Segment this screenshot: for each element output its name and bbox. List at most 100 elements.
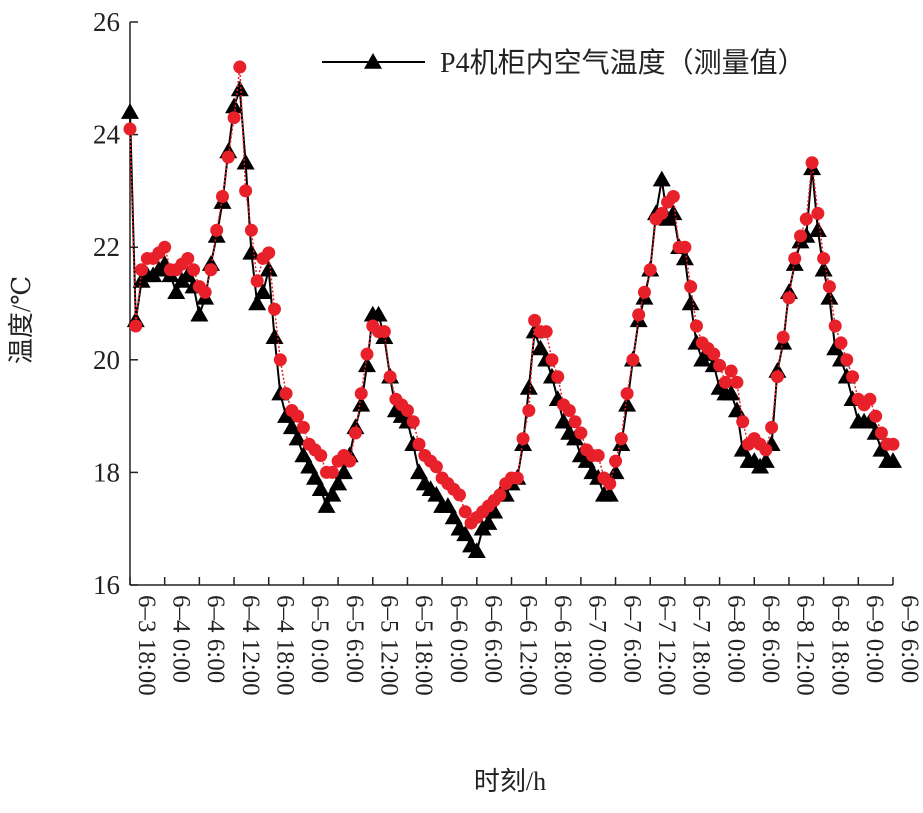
data-point	[167, 283, 186, 299]
data-point	[566, 429, 585, 446]
data-point	[253, 283, 272, 299]
data-point	[288, 429, 307, 446]
data-point	[225, 97, 244, 114]
data-point	[493, 488, 507, 502]
data-point	[429, 460, 443, 474]
data-point	[329, 474, 348, 491]
data-point	[652, 170, 671, 187]
data-point	[135, 263, 149, 277]
data-point	[539, 325, 553, 339]
data-point	[187, 263, 201, 277]
data-point	[655, 206, 669, 220]
x-tick-label: 6–5 6:00	[341, 595, 368, 683]
data-point	[846, 370, 860, 384]
data-point	[736, 415, 750, 429]
data-point	[311, 480, 330, 497]
data-point	[730, 375, 744, 389]
data-point	[265, 328, 284, 345]
data-point	[357, 356, 376, 373]
data-point	[874, 426, 888, 440]
data-point	[522, 403, 536, 417]
data-point	[121, 103, 139, 119]
x-tick-label: 6–5 0:00	[306, 595, 333, 683]
x-tick-label: 6–6 12:00	[514, 595, 541, 696]
data-point	[727, 401, 746, 418]
x-axis-label: 时刻/h	[474, 767, 546, 796]
data-point	[554, 412, 573, 429]
data-point	[305, 469, 324, 485]
x-tick-label: 6–7 18:00	[688, 595, 715, 696]
data-point	[323, 485, 342, 502]
data-point	[626, 353, 640, 367]
data-point	[250, 274, 264, 288]
data-point	[510, 471, 524, 485]
x-tick-label: 6–9 0:00	[861, 595, 888, 683]
y-tick-label: 22	[93, 232, 120, 262]
data-point	[244, 223, 258, 237]
data-point	[545, 353, 559, 367]
x-tick-label: 6–4 12:00	[237, 595, 264, 696]
data-point	[884, 452, 902, 468]
data-point	[603, 477, 617, 491]
y-tick-label: 26	[93, 7, 120, 37]
data-point	[808, 221, 827, 238]
data-point	[181, 251, 195, 265]
data-point	[452, 488, 466, 502]
data-point	[400, 403, 414, 417]
x-tick-label: 6–6 0:00	[445, 595, 472, 683]
data-point	[343, 454, 357, 468]
data-point	[528, 313, 542, 327]
data-point	[242, 243, 261, 260]
y-tick-label: 16	[93, 570, 120, 600]
data-point	[427, 485, 446, 502]
x-tick-label: 6–8 18:00	[826, 595, 853, 696]
x-tick-label: 6–5 18:00	[410, 595, 437, 696]
data-point	[722, 384, 741, 401]
legend-label: P4机柜内空气温度（测量值）	[440, 47, 806, 79]
data-point	[765, 420, 779, 434]
data-point	[262, 246, 276, 260]
data-point	[840, 353, 854, 367]
data-point	[707, 347, 721, 361]
y-tick-label: 24	[93, 120, 121, 150]
data-point	[869, 409, 883, 423]
data-point	[221, 150, 235, 164]
data-point	[733, 440, 752, 457]
data-point	[531, 339, 550, 356]
data-point	[606, 463, 625, 480]
data-point	[643, 263, 657, 277]
data-point	[863, 392, 877, 406]
data-point	[574, 426, 588, 440]
data-point	[291, 409, 305, 423]
x-tick-label: 6–9 6:00	[896, 595, 923, 683]
data-point	[210, 223, 224, 237]
data-point	[675, 249, 694, 266]
data-point	[664, 204, 683, 221]
x-tick-label: 6–8 12:00	[792, 595, 819, 696]
data-point	[248, 294, 267, 311]
data-point	[300, 457, 319, 474]
data-point	[834, 336, 848, 350]
data-point	[826, 339, 845, 356]
data-point	[444, 508, 463, 525]
data-point	[684, 280, 698, 294]
data-point	[233, 60, 247, 74]
data-point	[678, 240, 692, 254]
data-point	[618, 395, 637, 412]
legend-marker	[364, 53, 382, 69]
data-point	[277, 407, 296, 423]
x-tick-label: 6–3 18:00	[133, 595, 160, 696]
data-point	[681, 294, 700, 311]
data-point	[236, 153, 255, 170]
data-point	[516, 432, 530, 446]
data-point	[227, 111, 241, 125]
data-point	[872, 440, 891, 457]
data-point	[412, 437, 426, 451]
data-point	[788, 251, 802, 265]
data-point	[759, 443, 773, 457]
data-point	[614, 432, 628, 446]
data-point	[129, 319, 143, 333]
data-point	[568, 415, 582, 429]
data-point	[713, 358, 727, 372]
data-point	[369, 305, 388, 322]
